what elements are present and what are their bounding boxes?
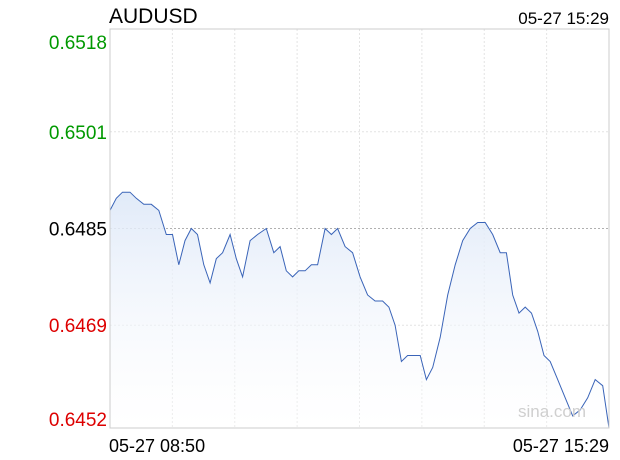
y-tick-label: 0.6501 (49, 123, 107, 144)
x-tick-label-end: 05-27 15:29 (513, 436, 609, 456)
x-tick-label-start: 05-27 08:50 (109, 436, 205, 456)
y-tick-label: 0.6518 (49, 33, 107, 54)
y-tick-label: 0.6485 (49, 220, 107, 241)
symbol-title: AUDUSD (109, 5, 198, 28)
y-axis-ticks: 0.6518 0.6501 0.6485 0.6469 0.6452 (49, 33, 107, 431)
header-timestamp: 05-27 15:29 (518, 9, 609, 28)
y-tick-label: 0.6452 (49, 410, 107, 431)
price-area-fill (110, 192, 609, 428)
y-tick-label: 0.6469 (49, 316, 107, 337)
watermark: sina.com (518, 402, 586, 421)
